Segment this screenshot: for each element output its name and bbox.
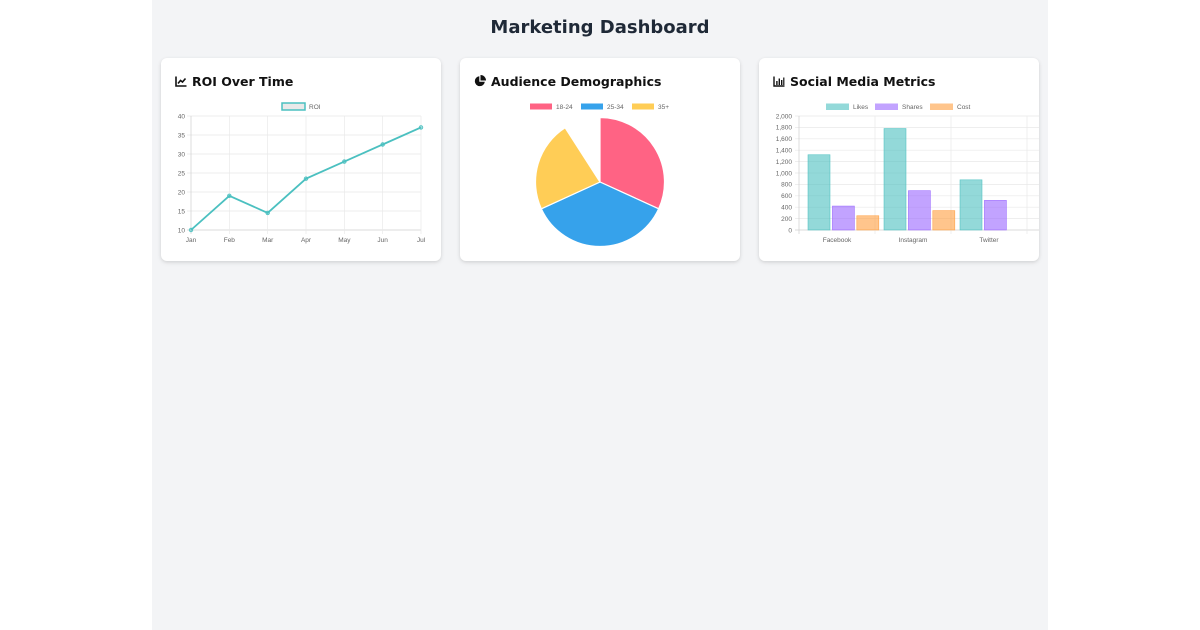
legend-item-35+[interactable]: 35+ — [632, 103, 669, 112]
y-tick-label: 2,000 — [776, 113, 793, 120]
legend-item-25-34[interactable]: 25-34 — [581, 103, 624, 112]
y-tick-label: 15 — [178, 208, 186, 215]
svg-text:Likes: Likes — [853, 104, 869, 111]
y-tick-label: 25 — [178, 170, 186, 177]
pie-slice-35+[interactable] — [534, 126, 601, 210]
bar-twitter-shares[interactable] — [984, 200, 1007, 231]
demographics-pie-chart: 18-24 25-34 35+ — [530, 103, 669, 248]
y-tick-label: 40 — [178, 113, 186, 120]
legend-item-likes[interactable]: Likes — [826, 103, 869, 112]
page-title: Marketing Dashboard — [490, 17, 710, 38]
bar-facebook-shares[interactable] — [832, 205, 855, 231]
roi-data-point[interactable] — [265, 210, 270, 216]
social-bar-chart: Likes Shares Cost 0 200 400 600 800 1,000 1,200 1,… — [776, 103, 1039, 244]
x-tick-label: Apr — [301, 237, 312, 244]
legend-item-shares[interactable]: Shares — [875, 103, 923, 112]
y-tick-label: 1,800 — [776, 125, 793, 132]
y-tick-label: 30 — [178, 151, 186, 158]
svg-text:35+: 35+ — [658, 104, 669, 111]
dashboard-page: Marketing Dashboard ROI Over Time ROI 10 1… — [152, 0, 1048, 630]
roi-legend[interactable]: ROI — [281, 102, 321, 111]
social-card: Social Media Metrics Likes Shares Cost 0 200… — [759, 58, 1039, 261]
legend-label-roi: ROI — [309, 104, 321, 111]
chart-line-icon — [175, 76, 187, 87]
y-tick-label: 1,000 — [776, 170, 793, 177]
x-tick-label: Feb — [224, 237, 236, 244]
demographics-card-title: Audience Demographics — [491, 73, 662, 89]
demographics-card: Audience Demographics 18-24 25-34 35+ — [460, 58, 740, 261]
bar-twitter-likes[interactable] — [959, 179, 983, 231]
y-tick-label: 10 — [178, 227, 186, 234]
legend-item-cost[interactable]: Cost — [930, 103, 971, 112]
pie-slice-18-24[interactable] — [599, 116, 666, 210]
roi-data-point[interactable] — [380, 142, 385, 147]
roi-data-point[interactable] — [227, 193, 232, 198]
y-tick-label: 800 — [781, 182, 792, 189]
bar-facebook-likes[interactable] — [807, 154, 831, 231]
demographics-card-header: Audience Demographics — [474, 73, 661, 89]
x-tick-label: May — [338, 237, 351, 244]
svg-text:Shares: Shares — [902, 104, 923, 111]
chart-pie-icon — [474, 75, 486, 87]
svg-text:25-34: 25-34 — [607, 104, 624, 111]
x-tick-label: Jun — [377, 237, 388, 244]
demographics-legend: 18-24 25-34 35+ — [530, 103, 669, 112]
social-card-title: Social Media Metrics — [790, 73, 936, 89]
roi-card-header: ROI Over Time — [175, 73, 293, 89]
svg-text:18-24: 18-24 — [556, 104, 573, 111]
bar-instagram-shares[interactable] — [908, 190, 931, 231]
x-tick-label: Jan — [186, 237, 197, 244]
y-tick-label: 1,600 — [776, 136, 793, 143]
bar-facebook-cost[interactable] — [856, 215, 880, 231]
roi-data-point[interactable] — [418, 125, 424, 130]
y-tick-label: 200 — [781, 216, 792, 223]
roi-card: ROI Over Time ROI 10 15 20 25 30 35 40 Jan Feb Mar… — [161, 58, 441, 261]
x-tick-label: Facebook — [823, 237, 852, 244]
y-tick-label: 20 — [178, 189, 186, 196]
social-card-header: Social Media Metrics — [773, 73, 935, 89]
social-legend: Likes Shares Cost — [826, 103, 971, 112]
legend-item-18-24[interactable]: 18-24 — [530, 103, 573, 112]
svg-text:Cost: Cost — [957, 104, 971, 111]
bar-instagram-cost[interactable] — [932, 210, 956, 231]
roi-card-title: ROI Over Time — [192, 73, 294, 89]
y-tick-label: 1,400 — [776, 148, 793, 155]
y-tick-label: 1,200 — [776, 159, 793, 166]
roi-data-point[interactable] — [303, 176, 309, 181]
pie-slice-25-34[interactable] — [540, 181, 660, 248]
y-tick-label: 0 — [788, 227, 792, 234]
y-tick-label: 600 — [781, 193, 792, 200]
x-tick-label: Jul — [417, 237, 426, 244]
roi-data-point[interactable] — [188, 227, 194, 233]
roi-data-point[interactable] — [342, 159, 347, 164]
x-tick-label: Mar — [262, 237, 274, 244]
bar-instagram-likes[interactable] — [883, 128, 907, 231]
y-tick-label: 400 — [781, 205, 792, 212]
chart-bar-icon — [773, 76, 785, 87]
x-tick-label: Instagram — [899, 237, 928, 244]
x-tick-label: Twitter — [979, 237, 999, 244]
y-tick-label: 35 — [178, 132, 186, 139]
roi-line-chart: ROI 10 15 20 25 30 35 40 Jan Feb Mar Apr May Jun Jul — [178, 102, 426, 244]
